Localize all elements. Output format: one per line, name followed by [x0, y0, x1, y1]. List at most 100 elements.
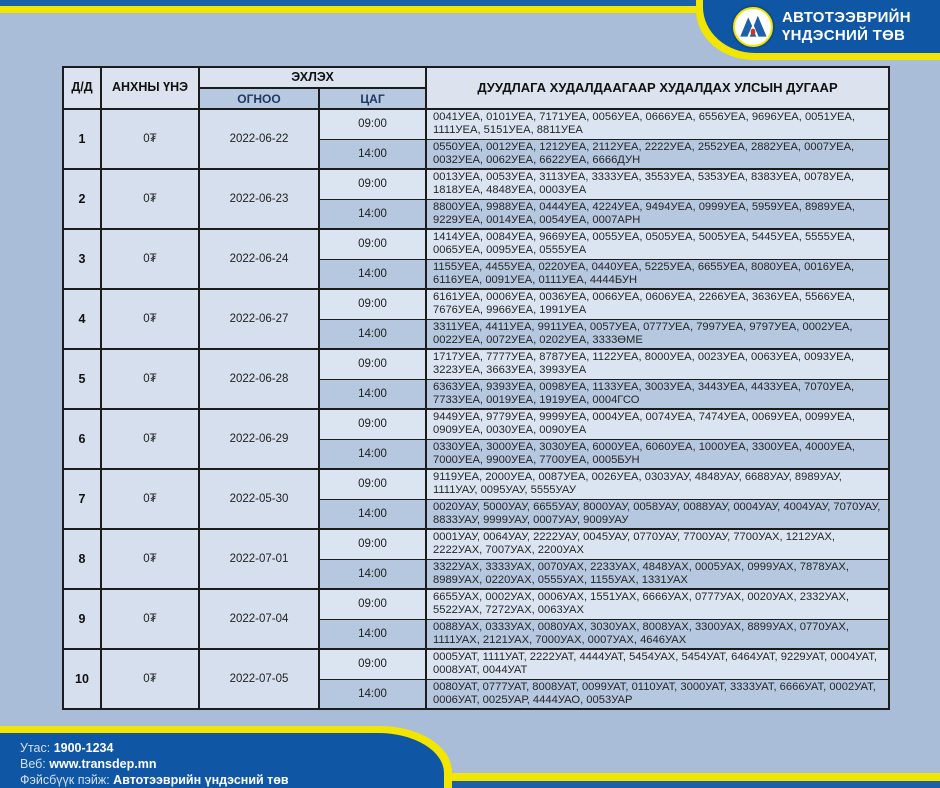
- row-number: 5: [62, 348, 102, 410]
- col-header-date: ОГНОО: [198, 87, 320, 110]
- footer-web: Веб: www.transdep.mn: [20, 756, 444, 772]
- row-number: 4: [62, 288, 102, 350]
- table-row: 1 0₮ 2022-06-22 09:00 0041УЕА, 0101УЕА, 7171…: [62, 108, 891, 170]
- table-row: 10 0₮ 2022-07-05 09:00 0005УАТ, 1111УАТ, 222…: [62, 648, 891, 710]
- row-number: 8: [62, 528, 102, 590]
- row-price: 0₮: [100, 168, 200, 230]
- footer-stripe-yellow: [0, 773, 940, 781]
- session-time: 09:00: [317, 348, 428, 380]
- session-plates: 0330УЕА, 3000УЕА, 3030УЕА, 6000УЕА, 6060…: [425, 438, 891, 470]
- table-row: 6 0₮ 2022-06-29 09:00 9449УЕА, 9779УЕА, 9999…: [62, 408, 891, 470]
- row-date: 2022-05-30: [198, 468, 320, 530]
- web-label: Веб:: [20, 757, 46, 771]
- session-time: 14:00: [317, 138, 428, 170]
- footer-contact-panel: Утас: 1900-1234 Веб: www.transdep.mn Фэй…: [0, 733, 444, 788]
- org-name-line1: АВТОТЭЭВРИЙН: [782, 8, 911, 26]
- session-time: 14:00: [317, 678, 428, 710]
- row-price: 0₮: [100, 288, 200, 350]
- session-plates: 6655УАХ, 0002УАХ, 0006УАХ, 1551УАХ, 6666…: [425, 588, 891, 620]
- row-price: 0₮: [100, 108, 200, 170]
- plates-table-body: 1 0₮ 2022-06-22 09:00 0041УЕА, 0101УЕА, 7171…: [62, 108, 891, 710]
- session-plates: 3311УЕА, 4411УЕА, 9911УЕА, 0057УЕА, 0777…: [425, 318, 891, 350]
- phone-value: 1900-1234: [53, 741, 114, 755]
- phone-label: Утас:: [20, 741, 51, 755]
- session-plates: 0001УАУ, 0064УАУ, 2222УАУ, 0045УАУ, 0770…: [425, 528, 891, 560]
- table-row: 8 0₮ 2022-07-01 09:00 0001УАУ, 0064УАУ, 2222…: [62, 528, 891, 590]
- row-date: 2022-06-22: [198, 108, 320, 170]
- session-plates: 0005УАТ, 1111УАТ, 2222УАТ, 4444УАТ, 5454…: [425, 648, 891, 680]
- session-time: 14:00: [317, 618, 428, 650]
- session-time: 14:00: [317, 198, 428, 230]
- table-subrow: 14:00 0080УАТ, 0777УАТ, 8008УАТ, 0099УАТ,…: [63, 678, 891, 710]
- session-time: 09:00: [317, 408, 428, 440]
- table-row: 3 0₮ 2022-06-24 09:00 1414УЕА, 0084УЕА, 9669…: [62, 228, 891, 290]
- session-time: 14:00: [317, 318, 428, 350]
- table-subrow: 14:00 0550УЕА, 0012УЕА, 1212УЕА, 2112УЕА,…: [63, 138, 891, 170]
- org-name-line2: ҮНДЭСНИЙ ТӨВ: [782, 26, 906, 44]
- session-plates: 8800УЕА, 9988УЕА, 0444УЕА, 4224УЕА, 9494…: [425, 198, 891, 230]
- row-price: 0₮: [100, 408, 200, 470]
- row-price: 0₮: [100, 528, 200, 590]
- session-plates: 0550УЕА, 0012УЕА, 1212УЕА, 2112УЕА, 2222…: [425, 138, 891, 170]
- session-plates: 6161УЕА, 0006УЕА, 0036УЕА, 0066УЕА, 0606…: [425, 288, 891, 320]
- table-row: 7 0₮ 2022-05-30 09:00 9119УЕА, 2000УЕА, 0087…: [62, 468, 891, 530]
- mountain-emblem-icon: [740, 15, 767, 37]
- table-subrow: 14:00 0020УАУ, 5000УАУ, 6655УАУ, 8000УАУ,…: [63, 498, 891, 530]
- session-time: 14:00: [317, 438, 428, 470]
- row-date: 2022-07-04: [198, 588, 320, 650]
- table-row: 5 0₮ 2022-06-28 09:00 1717УЕА, 7777УЕА, 8787…: [62, 348, 891, 410]
- session-time: 09:00: [317, 588, 428, 620]
- session-time: 09:00: [317, 288, 428, 320]
- row-number: 10: [62, 648, 102, 710]
- session-time: 09:00: [317, 228, 428, 260]
- table-row: 2 0₮ 2022-06-23 09:00 0013УЕА, 0053УЕА, 3113…: [62, 168, 891, 230]
- col-header-price: АНХНЫ ҮНЭ: [100, 66, 200, 110]
- org-name: АВТОТЭЭВРИЙН ҮНДЭСНИЙ ТӨВ: [782, 9, 911, 44]
- session-time: 09:00: [317, 528, 428, 560]
- session-time: 14:00: [317, 258, 428, 290]
- table-row: 9 0₮ 2022-07-04 09:00 6655УАХ, 0002УАХ, 0006…: [62, 588, 891, 650]
- row-price: 0₮: [100, 648, 200, 710]
- row-date: 2022-06-29: [198, 408, 320, 470]
- row-price: 0₮: [100, 468, 200, 530]
- row-price: 0₮: [100, 228, 200, 290]
- col-header-number: Д/Д: [62, 66, 102, 110]
- row-number: 6: [62, 408, 102, 470]
- col-header-time: ЦАГ: [317, 87, 428, 110]
- row-date: 2022-06-24: [198, 228, 320, 290]
- row-number: 3: [62, 228, 102, 290]
- table-subrow: 14:00 0330УЕА, 3000УЕА, 3030УЕА, 6000УЕА,…: [63, 438, 891, 470]
- session-plates: 0080УАТ, 0777УАТ, 8008УАТ, 0099УАТ, 0110…: [425, 678, 891, 710]
- session-plates: 3322УАХ, 3333УАХ, 0070УАХ, 2233УАХ, 4848…: [425, 558, 891, 590]
- session-plates: 0041УЕА, 0101УЕА, 7171УЕА, 0056УЕА, 0666…: [425, 108, 891, 140]
- session-plates: 1155УЕА, 4455УЕА, 0220УЕА, 0440УЕА, 5225…: [425, 258, 891, 290]
- session-plates: 0088УАХ, 0333УАХ, 0080УАХ, 3030УАХ, 8008…: [425, 618, 891, 650]
- session-plates: 6363УЕА, 9393УЕА, 0098УЕА, 1133УЕА, 3003…: [425, 378, 891, 410]
- header-badge: АВТОТЭЭВРИЙН ҮНДЭСНИЙ ТӨВ: [703, 0, 940, 53]
- col-header-plates: ДУУДЛАГА ХУДАЛДААГААР ХУДАЛДАХ УЛСЫН ДУГ…: [425, 66, 891, 110]
- session-plates: 0020УАУ, 5000УАУ, 6655УАУ, 8000УАУ, 0058…: [425, 498, 891, 530]
- row-price: 0₮: [100, 588, 200, 650]
- table-subrow: 14:00 0088УАХ, 0333УАХ, 0080УАХ, 3030УАХ,…: [63, 618, 891, 650]
- row-date: 2022-06-23: [198, 168, 320, 230]
- org-logo-icon: [733, 6, 773, 47]
- session-time: 09:00: [317, 468, 428, 500]
- table-subrow: 14:00 1155УЕА, 4455УЕА, 0220УЕА, 0440УЕА,…: [63, 258, 891, 290]
- footer-stripe-blue: [0, 781, 940, 788]
- row-date: 2022-06-27: [198, 288, 320, 350]
- session-time: 09:00: [317, 648, 428, 680]
- table-subrow: 14:00 8800УЕА, 9988УЕА, 0444УЕА, 4224УЕА,…: [63, 198, 891, 230]
- facebook-label: Фэйсбүүк пэйж:: [20, 773, 110, 787]
- row-date: 2022-07-01: [198, 528, 320, 590]
- row-number: 7: [62, 468, 102, 530]
- footer-facebook: Фэйсбүүк пэйж: Автотээврийн үндэсний төв: [20, 772, 444, 788]
- row-number: 2: [62, 168, 102, 230]
- table-subrow: 14:00 3322УАХ, 3333УАХ, 0070УАХ, 2233УАХ,…: [63, 558, 891, 590]
- top-stripe-blue: [0, 0, 940, 6]
- web-value: www.transdep.mn: [49, 757, 157, 771]
- session-time: 14:00: [317, 378, 428, 410]
- row-date: 2022-06-28: [198, 348, 320, 410]
- row-date: 2022-07-05: [198, 648, 320, 710]
- session-plates: 1414УЕА, 0084УЕА, 9669УЕА, 0055УЕА, 0505…: [425, 228, 891, 260]
